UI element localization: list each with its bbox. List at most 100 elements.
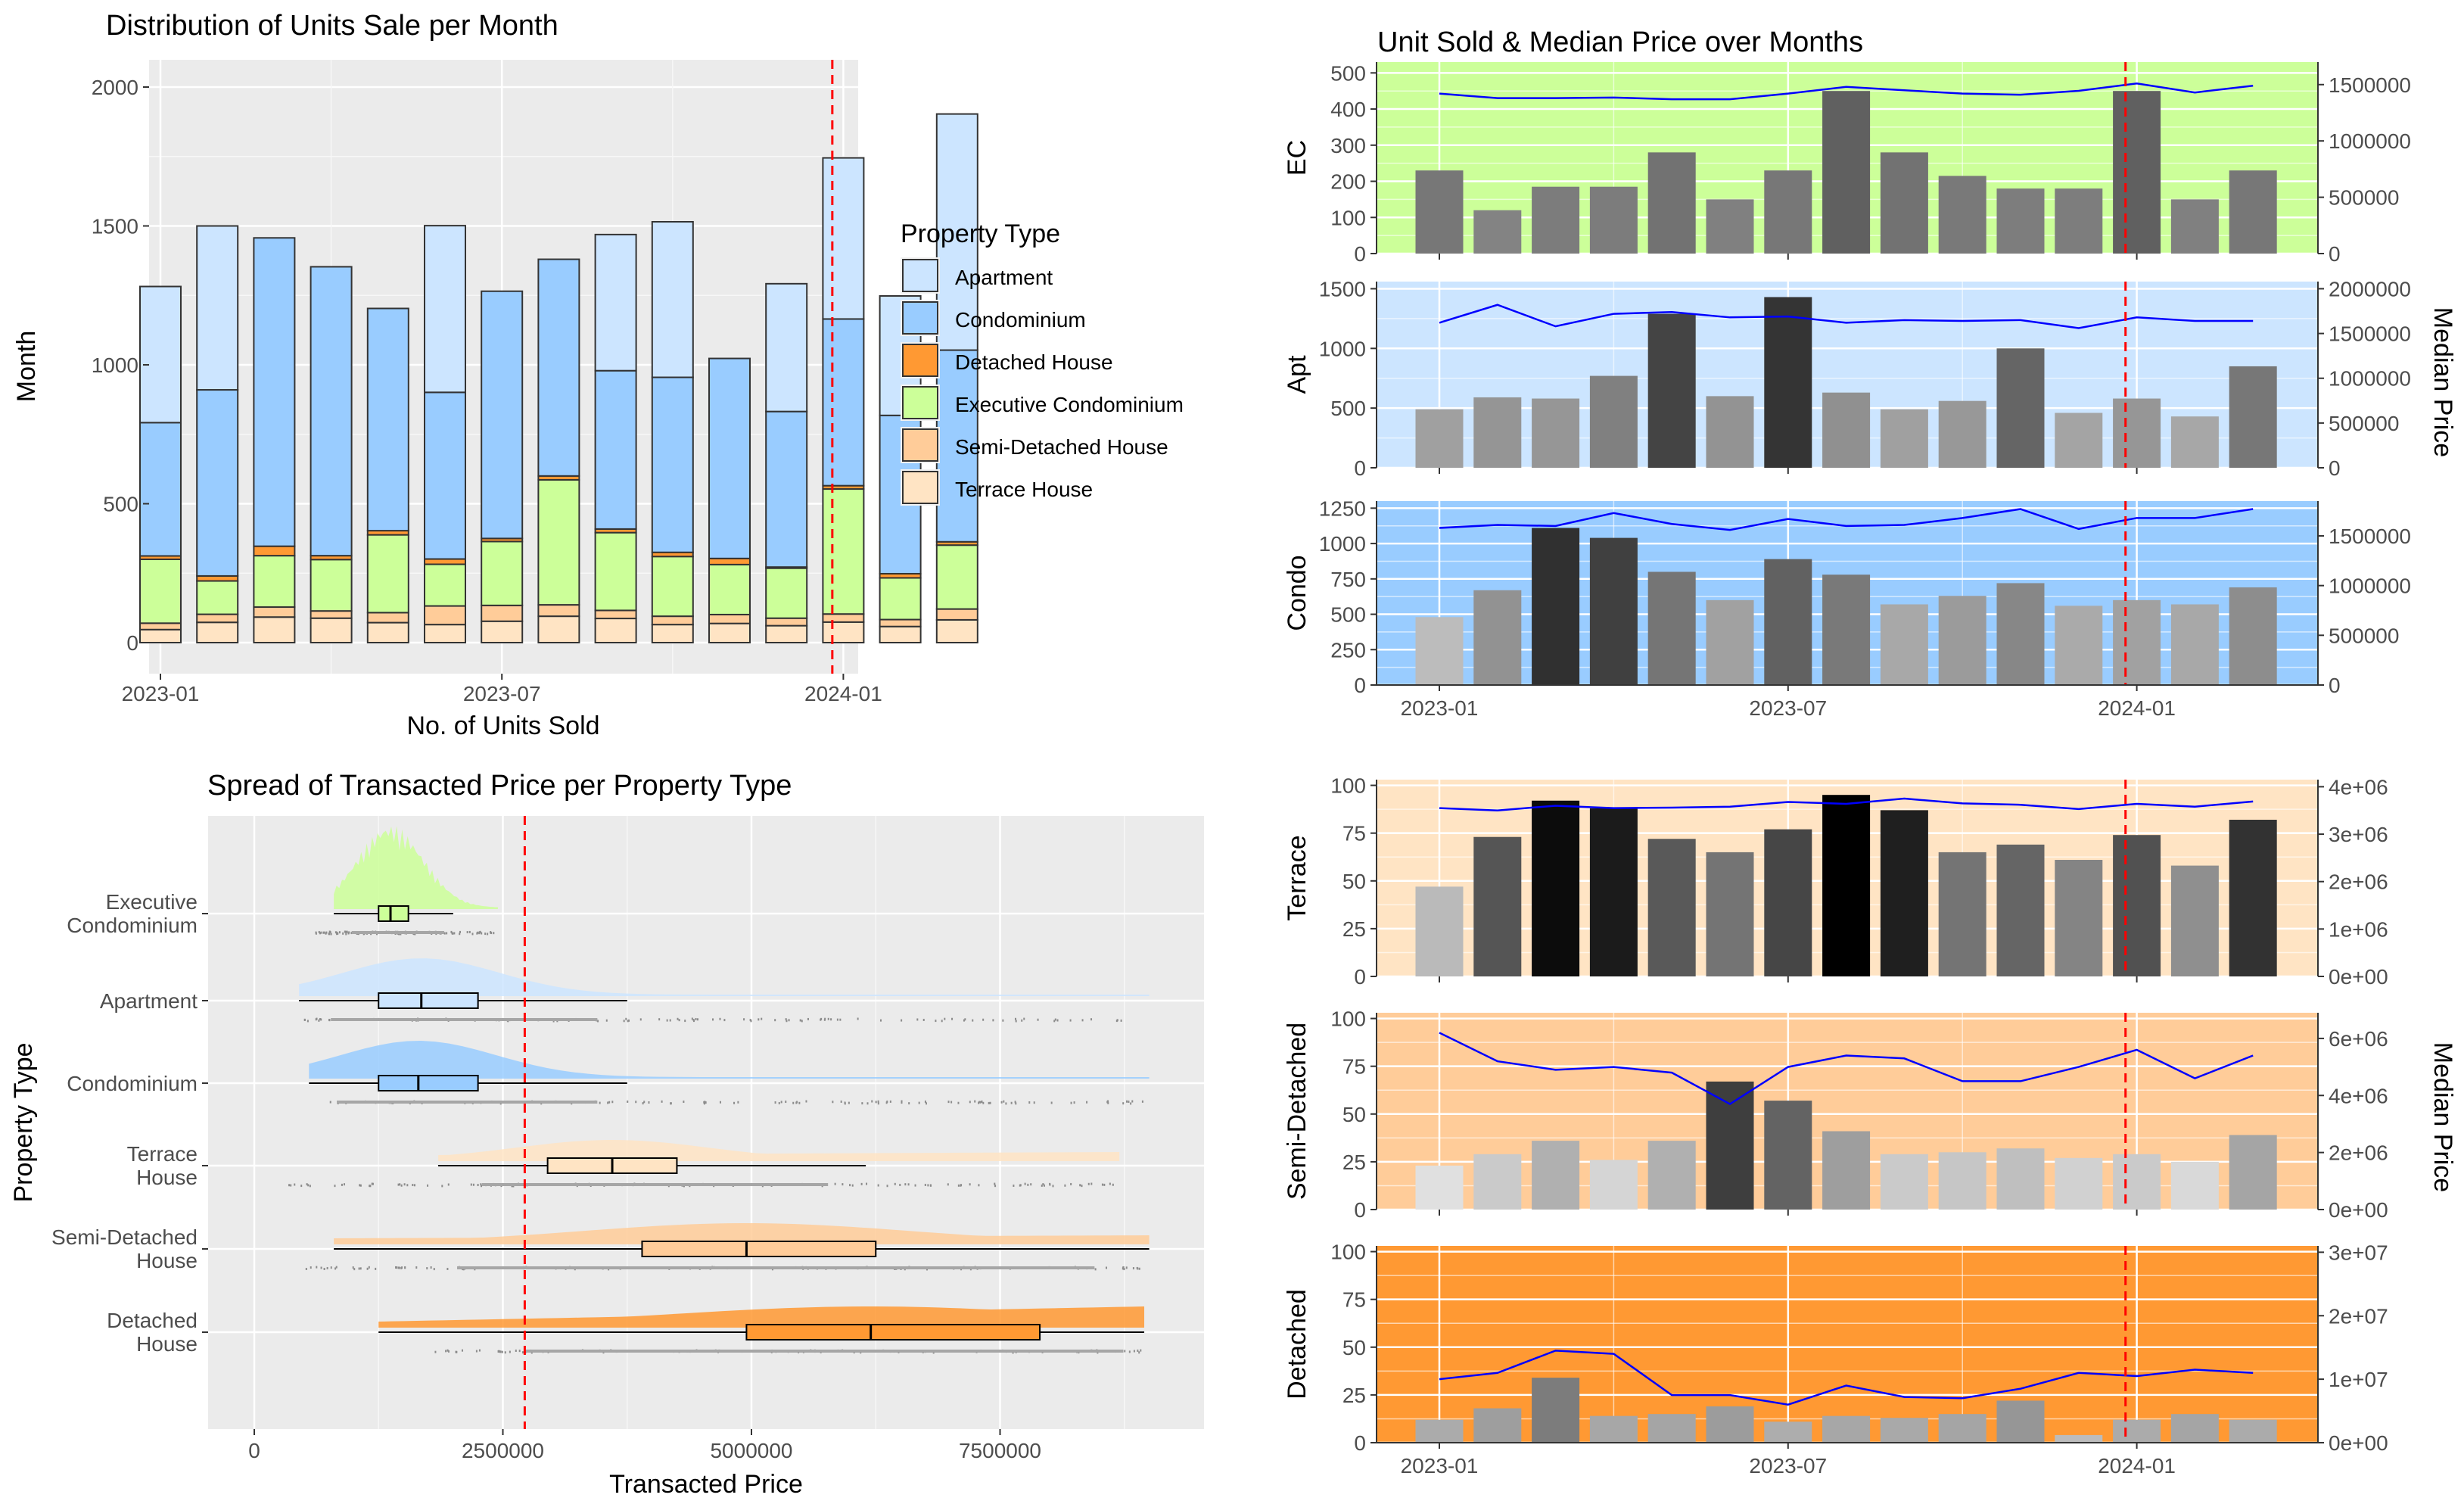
c2-bar bbox=[1647, 1141, 1696, 1210]
c2-bar bbox=[1822, 575, 1871, 685]
c2-y2-tick-label: 2e+07 bbox=[2329, 1304, 2388, 1328]
c2-bar bbox=[1647, 152, 1696, 254]
c3-point bbox=[323, 931, 325, 934]
c2-bar bbox=[1764, 1421, 1812, 1443]
c2-panels: 0100200300400500050000010000001500000EC0… bbox=[1283, 61, 2411, 1478]
c3-point bbox=[497, 1350, 499, 1353]
c3-y-tick-label: Terrace House bbox=[127, 1142, 198, 1189]
c3-point bbox=[964, 1018, 966, 1021]
c1-x-tick-label: 2023-07 bbox=[463, 682, 541, 705]
c2-y-tick-label: 200 bbox=[1330, 170, 1366, 194]
c2-y-tick-label: 250 bbox=[1330, 638, 1366, 662]
c3-point bbox=[922, 1018, 925, 1021]
c3-point bbox=[844, 1102, 846, 1105]
c3-point bbox=[1052, 1185, 1054, 1188]
c2-bar bbox=[2170, 604, 2219, 685]
c2-bar bbox=[1647, 1414, 1696, 1443]
c2-x-tick-label: 2023-07 bbox=[1749, 1454, 1827, 1478]
c1-bar-segment bbox=[481, 604, 524, 622]
c2-y2-tick-label: 4e+06 bbox=[2329, 775, 2388, 799]
c3-point bbox=[635, 1101, 637, 1104]
c3-point bbox=[761, 1017, 763, 1020]
c2-bar bbox=[1473, 1408, 1522, 1443]
c3-point bbox=[323, 1267, 325, 1270]
c1-y-axis-title: Month bbox=[12, 331, 41, 403]
c3-point bbox=[684, 1020, 686, 1023]
c2-y-tick-label: 500 bbox=[1330, 603, 1366, 627]
c2-y2-tick-label: 2000000 bbox=[2329, 277, 2411, 300]
c1-bar-segment bbox=[196, 580, 239, 615]
c3-point bbox=[406, 1184, 409, 1187]
c3-point bbox=[974, 1100, 976, 1103]
legend-label: Terrace House bbox=[955, 478, 1093, 501]
c3-point bbox=[1086, 1101, 1088, 1104]
c3-point bbox=[479, 930, 481, 933]
c3-point bbox=[960, 1184, 963, 1187]
c2-panel-title: Terrace bbox=[1283, 835, 1311, 920]
c1-bar-segment bbox=[366, 612, 409, 624]
c3-group bbox=[309, 1041, 1150, 1105]
c2-panel-title: EC bbox=[1283, 140, 1311, 176]
c3-point bbox=[334, 1267, 337, 1270]
c1-bar-segment bbox=[424, 563, 466, 607]
c3-point bbox=[798, 1101, 801, 1104]
c2-y2-tick-label: 500000 bbox=[2329, 186, 2399, 210]
c2-bar bbox=[1532, 800, 1580, 976]
c1-bar-segment bbox=[651, 624, 694, 644]
c3-box bbox=[378, 1075, 479, 1091]
c1-bar-segment bbox=[594, 531, 637, 612]
c3-point bbox=[750, 1020, 752, 1023]
c1-bar-segment bbox=[879, 625, 922, 643]
c1-bar-segment bbox=[765, 282, 808, 413]
c3-point bbox=[1013, 1184, 1015, 1187]
c2-bar bbox=[1589, 1415, 1638, 1443]
c3-point bbox=[1014, 1101, 1016, 1104]
c3-point bbox=[326, 1266, 328, 1269]
c2-bar bbox=[1473, 590, 1522, 685]
c3-point bbox=[342, 932, 344, 935]
c3-point bbox=[988, 1101, 990, 1104]
c3-point bbox=[695, 1017, 697, 1020]
c3-point bbox=[839, 1018, 842, 1021]
c2-median-price-line bbox=[1439, 83, 2254, 101]
c3-point bbox=[642, 1102, 644, 1105]
c3-point bbox=[1125, 1266, 1128, 1269]
c2-panel-ec: 0 100 200 300 400 500 0 500000 1000000 1500000 EC bbox=[1283, 61, 2411, 266]
c2-bar bbox=[1938, 1414, 1986, 1443]
c2-y-tick-label: 75 bbox=[1342, 822, 1366, 845]
c3-point bbox=[918, 1101, 920, 1104]
c3-point bbox=[371, 1182, 373, 1185]
c2-y-tick-label: 25 bbox=[1342, 917, 1366, 941]
c3-point bbox=[982, 1018, 985, 1021]
c3-point bbox=[972, 1019, 974, 1022]
c3-point bbox=[924, 1100, 926, 1103]
c3-group bbox=[305, 1223, 1150, 1271]
c1-legend: Property Type Apartment Condominium Detach… bbox=[901, 220, 1184, 506]
c1-y-axis: 0 500 1000 1500 2000 bbox=[92, 76, 149, 655]
c1-bar-segment bbox=[708, 613, 751, 624]
c3-point bbox=[599, 1101, 601, 1104]
c3-point bbox=[478, 932, 481, 935]
c1-bar-segment bbox=[481, 540, 524, 606]
c3-point bbox=[1054, 1018, 1056, 1021]
c3-point bbox=[470, 1183, 472, 1186]
c3-point bbox=[1002, 1019, 1004, 1022]
c2-y2-tick-label: 0e+00 bbox=[2329, 965, 2388, 989]
c3-point bbox=[1010, 1101, 1013, 1104]
c3-point bbox=[1000, 1101, 1003, 1104]
c2-y-tick-label: 0 bbox=[1354, 1431, 1366, 1455]
c2-y-tick-label: 500 bbox=[1330, 397, 1366, 420]
c2-bar bbox=[1996, 348, 2045, 468]
c3-point bbox=[337, 932, 339, 935]
c2-bar bbox=[2229, 170, 2277, 254]
c3-point bbox=[982, 1101, 985, 1104]
c2-bar bbox=[2113, 398, 2161, 468]
c2-y2-tick-label: 4e+06 bbox=[2329, 1084, 2388, 1107]
c3-point bbox=[978, 1101, 980, 1104]
c3-point bbox=[901, 1101, 903, 1104]
c3-point bbox=[456, 1350, 458, 1353]
c3-point bbox=[788, 1019, 790, 1022]
c3-point bbox=[723, 1019, 726, 1022]
c3-point bbox=[703, 1101, 705, 1104]
c3-point bbox=[468, 930, 471, 933]
